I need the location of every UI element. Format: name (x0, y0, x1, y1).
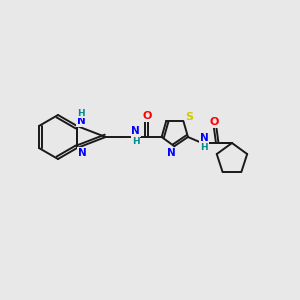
Text: N: N (77, 116, 85, 126)
Text: N: N (78, 148, 86, 158)
Text: S: S (185, 112, 194, 122)
Text: O: O (209, 117, 219, 127)
Text: N: N (200, 133, 208, 143)
Text: H: H (200, 142, 208, 152)
Text: H: H (132, 136, 140, 146)
Text: N: N (167, 148, 176, 158)
Text: H: H (77, 109, 85, 118)
Text: O: O (143, 111, 152, 121)
Text: N: N (131, 126, 140, 136)
